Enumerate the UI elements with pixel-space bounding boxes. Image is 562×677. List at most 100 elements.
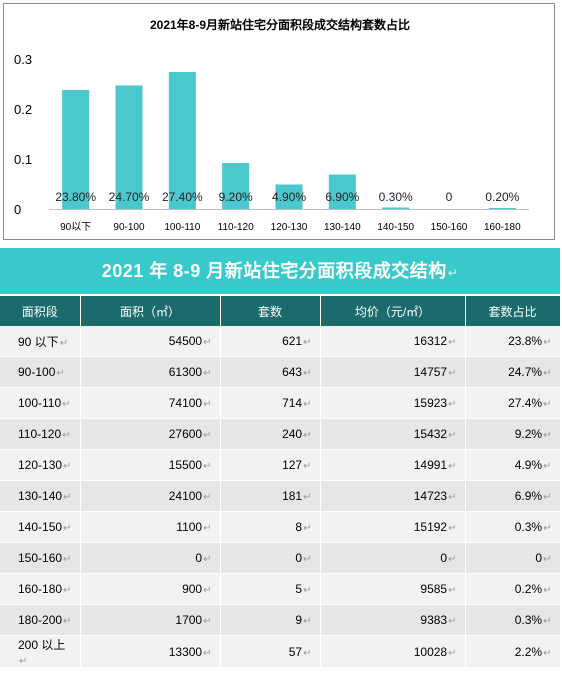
cell-units: 127↵: [220, 449, 321, 481]
header-share: 套数占比: [465, 296, 561, 326]
bar: [222, 163, 250, 209]
cell-text: 127: [282, 458, 303, 472]
paragraph-mark-icon: ↵: [448, 368, 457, 379]
cell-units: 8↵: [220, 511, 321, 543]
cell-area-range: 130-140↵: [0, 480, 81, 512]
cell-text: 24100: [168, 489, 203, 503]
cell-avg-price: 14723↵: [320, 480, 466, 512]
cell-text: 13300: [168, 644, 203, 659]
paragraph-mark-icon: ↵: [543, 399, 552, 410]
cell-units: 9↵: [220, 604, 321, 636]
cell-area: 15500↵: [80, 449, 221, 481]
cell-text: 5: [295, 582, 303, 596]
cell-area-range: 90 以下↵: [0, 326, 81, 357]
paragraph-mark-icon: ↵: [303, 585, 312, 596]
bar: [488, 208, 516, 209]
cell-text: 61300: [168, 365, 203, 379]
cell-text: 9: [295, 613, 303, 627]
cell-avg-price: 16312↵: [320, 326, 466, 357]
paragraph-mark-icon: ↵: [543, 368, 552, 379]
paragraph-mark-icon: ↵: [448, 337, 457, 348]
paragraph-mark-icon: ↵: [63, 585, 72, 596]
paragraph-mark-icon: ↵: [448, 461, 457, 472]
paragraph-mark-icon: ↵: [203, 399, 212, 410]
table-row: 90-100↵ 61300↵ 643↵ 14757↵ 24.7%↵: [0, 356, 561, 388]
paragraph-mark-icon: ↵: [303, 399, 312, 410]
paragraph-mark-icon: ↵: [63, 554, 72, 565]
cell-area: 13300↵: [80, 635, 221, 668]
cell-text: 240: [282, 427, 303, 441]
paragraph-mark-icon: ↵: [62, 430, 71, 441]
table-title-bar: 2021 年 8-9 月新站住宅分面积段成交结构↵: [0, 248, 560, 294]
cell-share: 9.2%↵: [465, 418, 561, 450]
paragraph-mark-icon: ↵: [543, 337, 552, 348]
cell-text: 74100: [168, 396, 203, 410]
paragraph-mark-icon: ↵: [203, 585, 212, 596]
cell-text: 0.3%: [514, 520, 543, 534]
cell-share: 24.7%↵: [465, 356, 561, 388]
cell-area: 24100↵: [80, 480, 221, 512]
cell-text: 6.9%: [514, 489, 543, 503]
cell-units: 621↵: [220, 326, 321, 357]
data-label: 0.20%: [485, 190, 519, 204]
cell-text: 9585: [420, 582, 448, 596]
paragraph-mark-icon: ↵: [448, 492, 457, 503]
paragraph-mark-icon: ↵: [63, 461, 72, 472]
cell-share: 0.3%↵: [465, 604, 561, 636]
table-row: 90 以下↵ 54500↵ 621↵ 16312↵ 23.8%↵: [0, 326, 561, 357]
cell-share: 6.9%↵: [465, 480, 561, 512]
paragraph-mark-icon: ↵: [543, 554, 552, 565]
paragraph-mark-icon: ↵: [448, 430, 457, 441]
table-header-row: 面积段 面积（㎡） 套数 均价（元/㎡） 套数占比: [0, 296, 561, 326]
cell-area: 74100↵: [80, 387, 221, 419]
cell-share: 0.3%↵: [465, 511, 561, 543]
cell-area: 27600↵: [80, 418, 221, 450]
paragraph-mark-icon: ↵: [303, 368, 312, 379]
cell-avg-price: 9585↵: [320, 573, 466, 605]
paragraph-mark-icon: ↵: [303, 430, 312, 441]
data-label: 6.90%: [325, 190, 359, 204]
paragraph-mark-icon: ↵: [203, 492, 212, 503]
chart-panel: 2021年8-9月新站住宅分面积段成交结构套数占比 0 0.1 0.2 0.3 23.…: [3, 3, 555, 240]
paragraph-mark-icon: ↵: [448, 523, 457, 534]
paragraph-mark-icon: ↵: [203, 337, 212, 348]
cell-text: 8: [295, 520, 303, 534]
paragraph-mark-icon: ↵: [62, 399, 71, 410]
cell-text: 140-150: [18, 520, 63, 534]
cell-avg-price: 15192↵: [320, 511, 466, 543]
cell-text: 23.8%: [508, 334, 543, 348]
cell-share: 23.8%↵: [465, 326, 561, 357]
data-label: 4.90%: [272, 190, 306, 204]
cell-text: 15923: [413, 396, 448, 410]
cell-text: 120-130: [18, 458, 63, 472]
cell-area: 1700↵: [80, 604, 221, 636]
data-label: 9.20%: [219, 190, 253, 204]
cell-area: 0↵: [80, 542, 221, 574]
table-row: 180-200↵ 1700↵ 9↵ 9383↵ 0.3%↵: [0, 604, 561, 636]
cell-area-range: 150-160↵: [0, 542, 81, 574]
table-row: 160-180↵ 900↵ 5↵ 9585↵ 0.2%↵: [0, 573, 561, 605]
paragraph-mark-icon: ↵: [448, 585, 457, 596]
cell-text: 15432: [413, 427, 448, 441]
paragraph-mark-icon: ↵: [203, 647, 212, 659]
x-tick-label: 130-140: [324, 222, 361, 233]
cell-text: 130-140: [18, 489, 63, 503]
table-row: 140-150↵ 1100↵ 8↵ 15192↵ 0.3%↵: [0, 511, 561, 543]
cell-text: 9.2%: [514, 427, 543, 441]
cell-share: 2.2%↵: [465, 635, 561, 668]
y-tick-label: 0.1: [14, 152, 32, 167]
paragraph-mark-icon: ↵: [63, 616, 72, 627]
cell-area-range: 180-200↵: [0, 604, 81, 636]
cell-text: 57: [288, 644, 303, 659]
cell-text: 714: [282, 396, 303, 410]
cell-text: 15500: [168, 458, 203, 472]
cell-text: 200 以上: [18, 638, 66, 652]
header-units: 套数: [220, 296, 321, 326]
paragraph-mark-icon: ↵: [543, 461, 552, 472]
y-tick-label: 0.3: [14, 52, 32, 67]
header-area-range: 面积段: [0, 296, 81, 326]
paragraph-mark-icon: ↵: [448, 647, 457, 659]
paragraph-mark-icon: ↵: [19, 656, 28, 667]
data-label: 0.30%: [379, 190, 413, 204]
x-tick-label: 140-150: [377, 222, 414, 233]
